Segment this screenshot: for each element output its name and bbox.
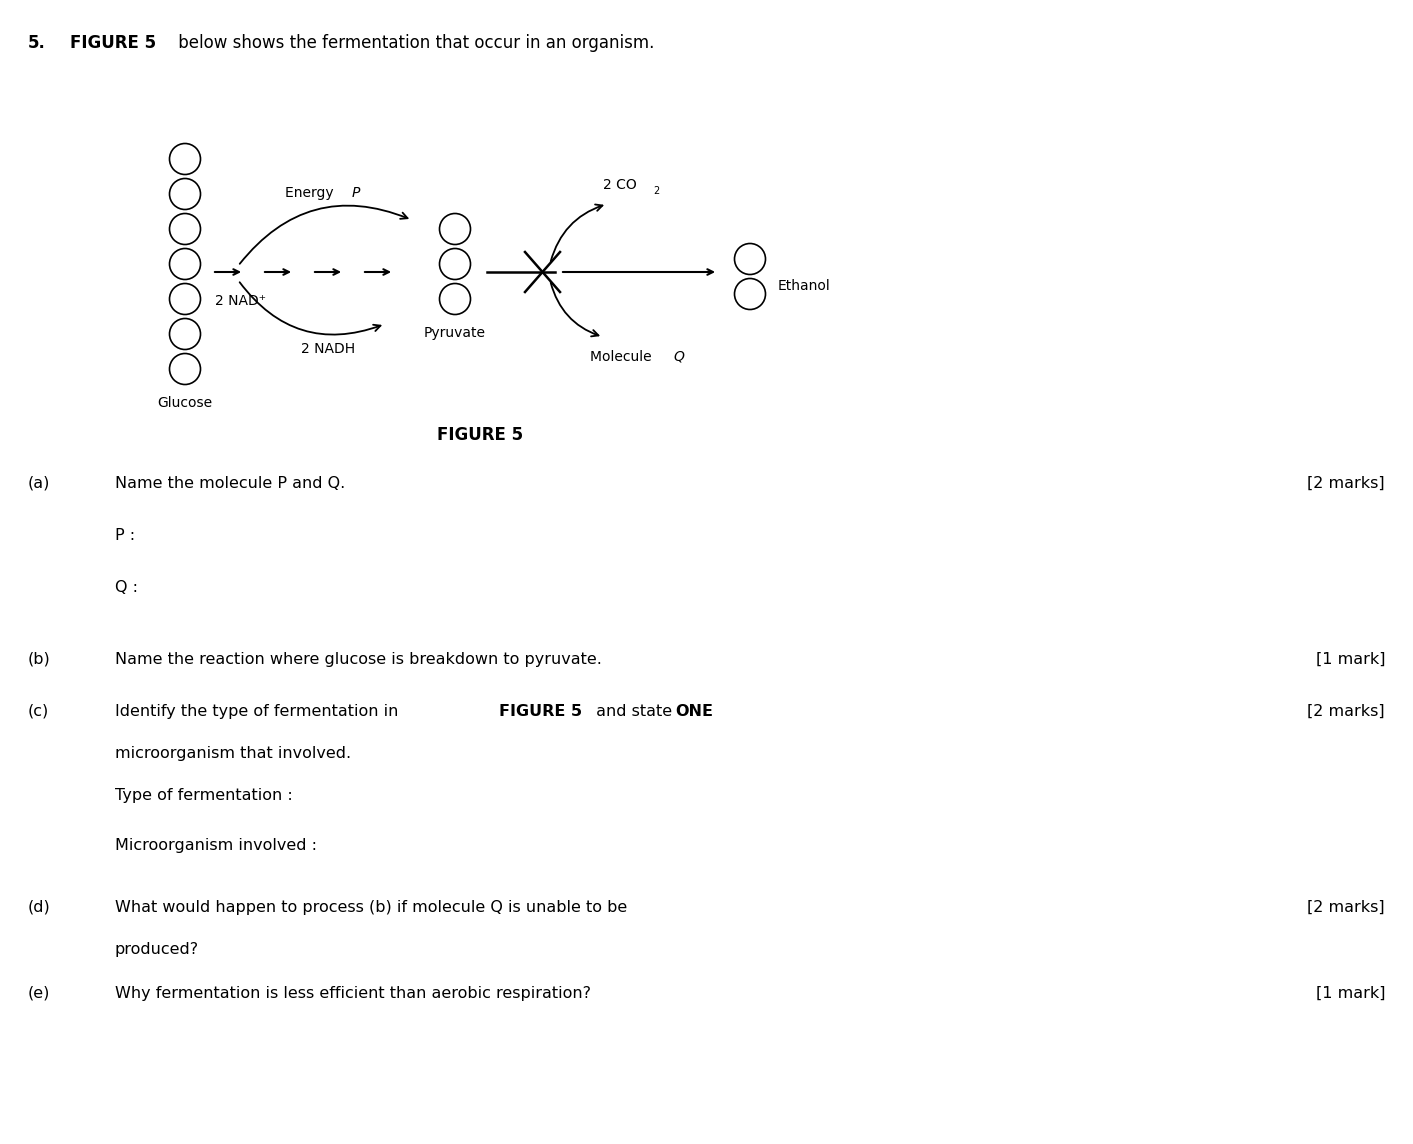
Text: FIGURE 5: FIGURE 5 (499, 704, 582, 718)
Text: [1 mark]: [1 mark] (1316, 986, 1385, 1001)
Text: and state: and state (591, 704, 677, 718)
Text: P :: P : (114, 529, 136, 543)
Text: 2 CO: 2 CO (603, 178, 637, 192)
Text: P: P (352, 186, 360, 200)
Text: Identify the type of fermentation in: Identify the type of fermentation in (114, 704, 404, 718)
Text: FIGURE 5: FIGURE 5 (437, 426, 523, 444)
Text: Microorganism involved :: Microorganism involved : (114, 839, 317, 853)
Text: FIGURE 5: FIGURE 5 (71, 34, 155, 51)
Text: Q: Q (673, 350, 684, 364)
Text: Molecule: Molecule (591, 350, 656, 364)
Text: 2: 2 (653, 186, 660, 196)
Text: (a): (a) (28, 476, 51, 491)
Text: [2 marks]: [2 marks] (1307, 900, 1385, 915)
Text: Glucose: Glucose (157, 397, 212, 411)
Text: ONE: ONE (675, 704, 714, 718)
Text: Type of fermentation :: Type of fermentation : (114, 788, 292, 803)
Text: 2 NAD⁺: 2 NAD⁺ (215, 294, 266, 308)
Text: Q :: Q : (114, 580, 138, 595)
Text: (c): (c) (28, 704, 49, 718)
FancyArrowPatch shape (240, 206, 407, 264)
Text: (b): (b) (28, 652, 51, 667)
FancyArrowPatch shape (551, 205, 602, 261)
FancyArrowPatch shape (240, 283, 380, 334)
Text: (e): (e) (28, 986, 51, 1001)
Text: [1 mark]: [1 mark] (1316, 652, 1385, 667)
Text: microorganism that involved.: microorganism that involved. (114, 746, 350, 761)
Text: Name the molecule P and Q.: Name the molecule P and Q. (114, 476, 345, 491)
Text: (d): (d) (28, 900, 51, 915)
Text: produced?: produced? (114, 942, 199, 958)
Text: What would happen to process (b) if molecule Q is unable to be: What would happen to process (b) if mole… (114, 900, 627, 915)
Text: 5.: 5. (28, 34, 45, 51)
Text: Why fermentation is less efficient than aerobic respiration?: Why fermentation is less efficient than … (114, 986, 591, 1001)
Text: below shows the fermentation that occur in an organism.: below shows the fermentation that occur … (172, 34, 654, 51)
FancyArrowPatch shape (551, 283, 599, 336)
Text: Ethanol: Ethanol (779, 279, 831, 294)
Text: Name the reaction where glucose is breakdown to pyruvate.: Name the reaction where glucose is break… (114, 652, 602, 667)
Text: Energy: Energy (285, 186, 338, 200)
Text: Pyruvate: Pyruvate (424, 326, 486, 341)
Text: 2 NADH: 2 NADH (301, 342, 355, 356)
Text: [2 marks]: [2 marks] (1307, 704, 1385, 718)
Text: [2 marks]: [2 marks] (1307, 476, 1385, 491)
